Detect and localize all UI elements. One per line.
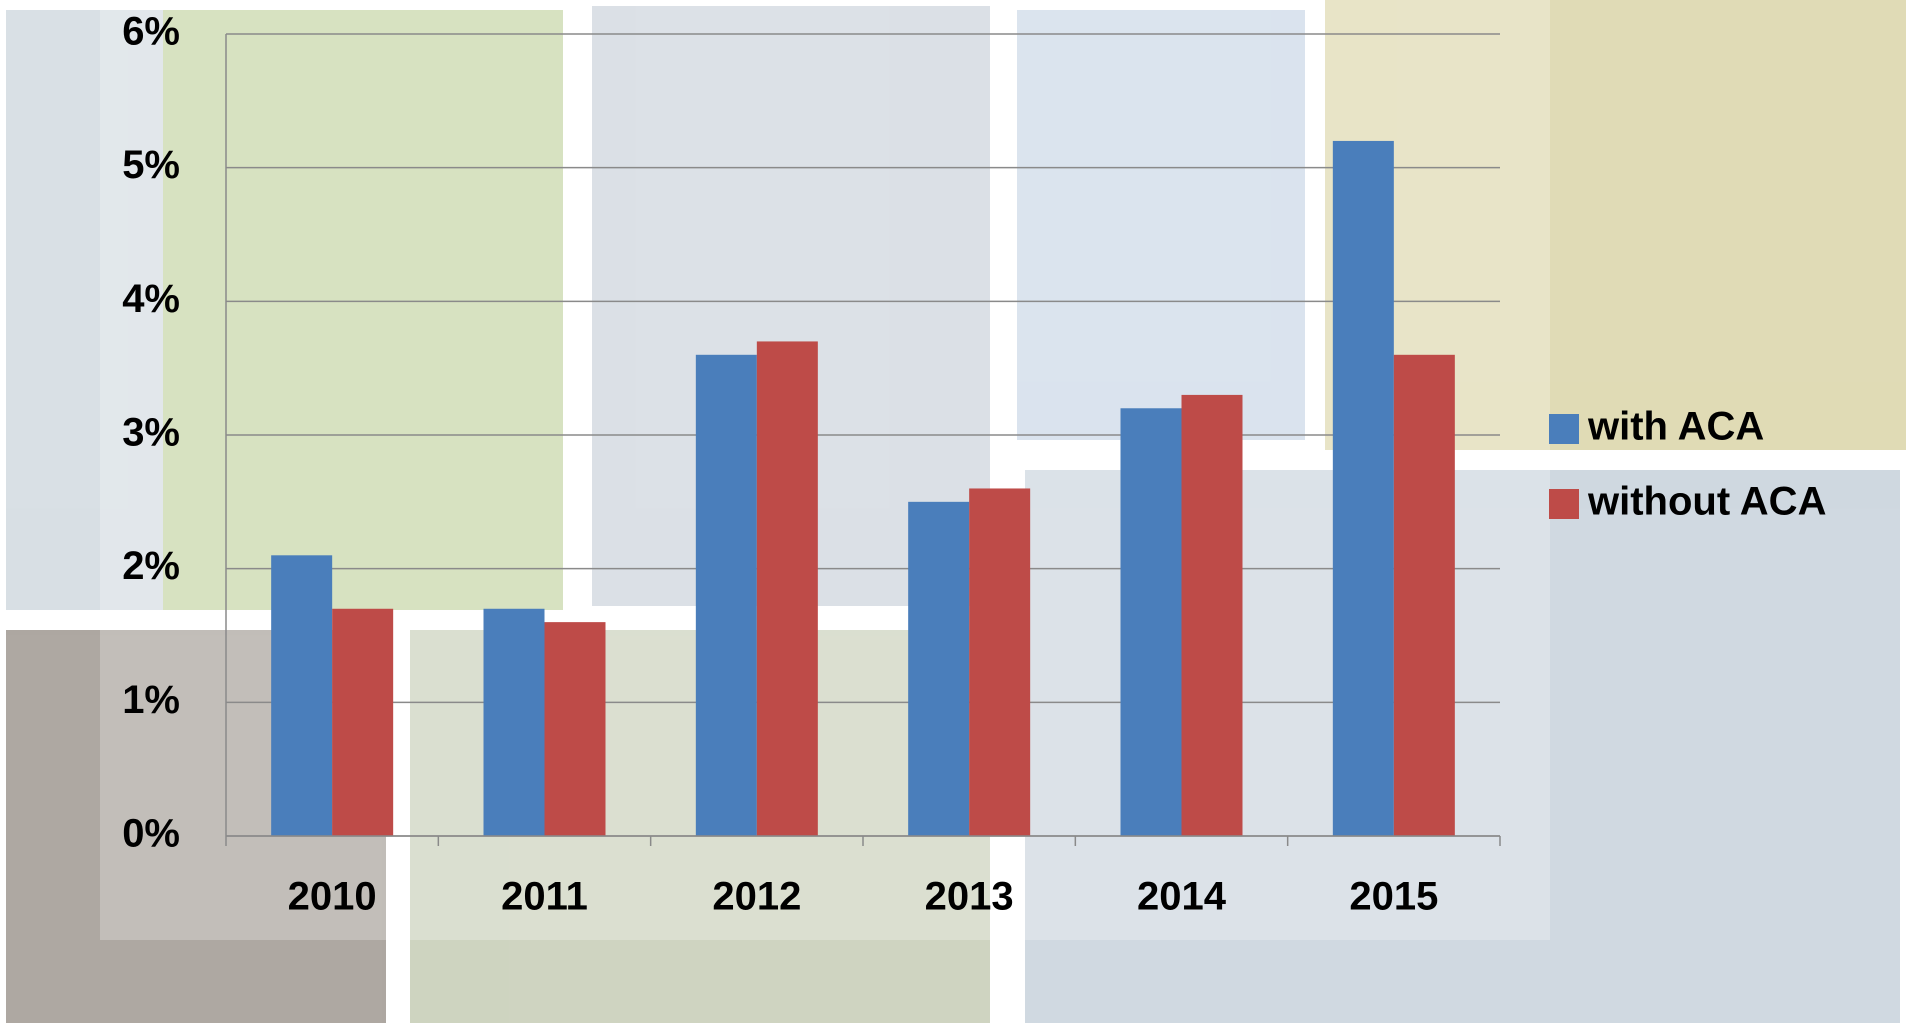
photo xyxy=(163,10,563,610)
bar xyxy=(483,608,545,836)
photo xyxy=(1017,10,1305,440)
bar xyxy=(1120,408,1182,836)
x-tick-label: 2012 xyxy=(712,875,801,919)
legend-label: without ACA xyxy=(1587,480,1826,524)
x-tick-label: 2013 xyxy=(925,875,1014,919)
legend-label: with ACA xyxy=(1587,405,1764,449)
x-tick-label: 2015 xyxy=(1349,875,1438,919)
bar xyxy=(695,354,757,836)
photo xyxy=(6,10,166,610)
y-tick-label: 6% xyxy=(122,10,180,54)
legend-swatch xyxy=(1549,414,1579,444)
x-tick-label: 2011 xyxy=(501,875,588,919)
bar xyxy=(1181,394,1243,836)
y-tick-label: 1% xyxy=(122,678,180,722)
y-tick-label: 3% xyxy=(122,411,180,455)
x-tick-label: 2014 xyxy=(1137,875,1227,919)
bar xyxy=(969,488,1031,836)
y-tick-label: 4% xyxy=(122,277,180,321)
y-tick-label: 5% xyxy=(122,143,180,187)
bar xyxy=(756,341,818,836)
x-tick-label: 2010 xyxy=(288,875,377,919)
y-tick-label: 0% xyxy=(122,812,180,856)
y-tick-label: 2% xyxy=(122,544,180,588)
legend-swatch xyxy=(1549,489,1579,519)
bar xyxy=(908,501,970,836)
bar xyxy=(544,622,606,836)
bar xyxy=(1332,140,1394,836)
bar xyxy=(332,608,394,836)
bar xyxy=(1393,354,1455,836)
bar xyxy=(271,555,333,836)
